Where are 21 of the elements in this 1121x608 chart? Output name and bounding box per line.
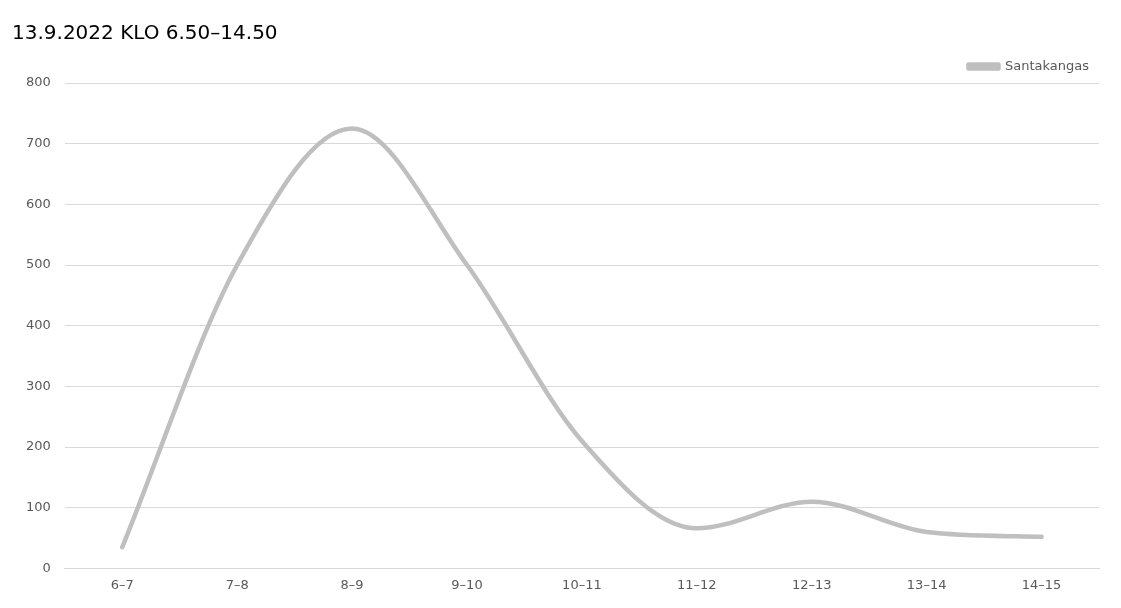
legend-label: Santakangas <box>1004 57 1090 73</box>
x-tick-label: 14–15 <box>1021 576 1062 592</box>
y-tick-label: 200 <box>25 438 51 454</box>
x-tick-label: 11–12 <box>677 576 717 592</box>
y-tick-label: 400 <box>25 317 51 333</box>
line-series <box>120 126 1044 550</box>
x-tick-label: 10–11 <box>562 576 602 592</box>
y-tick-label: 500 <box>25 256 51 272</box>
y-tick-label: 800 <box>25 74 51 90</box>
x-tick-label: 7–8 <box>225 576 249 592</box>
x-tick-label: 8–9 <box>340 576 364 592</box>
y-tick-label: 300 <box>25 377 51 393</box>
x-tick-label: 6–7 <box>110 576 134 592</box>
y-tick-label: 700 <box>25 135 51 151</box>
x-tick-label: 9–10 <box>451 576 483 592</box>
x-tick-label: 13–14 <box>906 576 947 592</box>
y-tick-label: 600 <box>25 195 51 211</box>
x-tick-label: 12–13 <box>791 576 832 592</box>
y-tick-label: 0 <box>42 559 51 575</box>
chart-title: 13.9.2022 KLO 6.50–14.50 <box>12 20 278 45</box>
y-tick-label: 100 <box>25 499 51 515</box>
